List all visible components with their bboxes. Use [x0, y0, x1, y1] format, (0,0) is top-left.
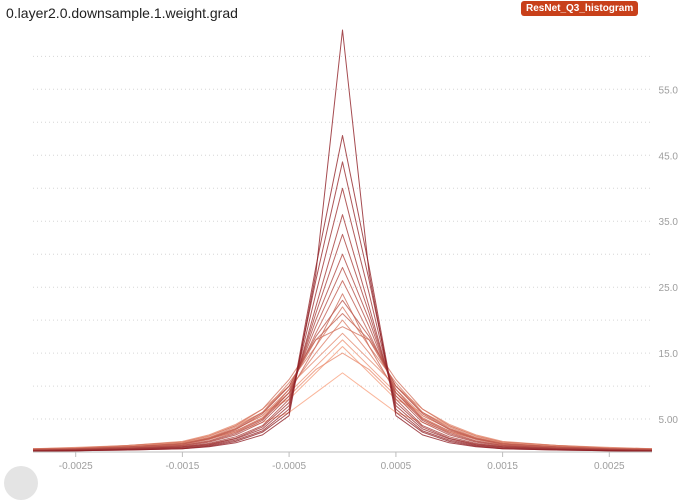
run-badge[interactable]: ResNet_Q3_histogram: [521, 1, 639, 16]
x-tick-label: 0.0015: [487, 461, 518, 472]
histogram-series-line[interactable]: [32, 299, 653, 450]
x-tick-label: -0.0005: [272, 461, 306, 472]
histogram-series-line[interactable]: [32, 352, 653, 451]
y-tick-label: 55.0: [659, 85, 679, 96]
expand-button[interactable]: [4, 466, 38, 500]
histogram-series-line[interactable]: [32, 346, 653, 450]
histogram-series-line[interactable]: [32, 280, 653, 451]
histogram-series-line[interactable]: [32, 332, 653, 450]
histogram-series-line[interactable]: [32, 214, 653, 452]
x-axis: -0.0025 -0.0015 -0.0005 0.0005 0.0015 0.0025: [33, 451, 652, 472]
card-title: 0.layer2.0.downsample.1.weight.grad: [6, 5, 238, 21]
histogram-chart[interactable]: -0.0025 -0.0015 -0.0005 0.0005 0.0015 0.0025 …: [0, 0, 694, 478]
x-tick-label: 0.0025: [594, 461, 625, 472]
histogram-series-line[interactable]: [32, 187, 653, 452]
histogram-series[interactable]: [32, 29, 653, 452]
histogram-series-line[interactable]: [32, 253, 653, 451]
y-tick-label: 15.0: [659, 349, 679, 360]
y-tick-label: 5.00: [659, 415, 679, 426]
x-tick-label: 0.0005: [381, 461, 412, 472]
x-tick-label: -0.0015: [165, 461, 199, 472]
histogram-series-line[interactable]: [32, 266, 653, 451]
histogram-series-line[interactable]: [32, 233, 653, 452]
histogram-series-line[interactable]: [33, 161, 652, 452]
y-axis-labels: 5.00 15.0 25.0 35.0 45.0 55.0: [659, 85, 679, 426]
histogram-series-line[interactable]: [32, 339, 653, 450]
histogram-series-line[interactable]: [32, 29, 653, 452]
y-tick-label: 45.0: [659, 151, 679, 162]
y-tick-label: 35.0: [659, 217, 679, 228]
histogram-series-line[interactable]: [32, 372, 653, 450]
histogram-series-line[interactable]: [32, 293, 653, 451]
histogram-series-line[interactable]: [32, 306, 653, 450]
histogram-series-line[interactable]: [32, 313, 653, 450]
histogram-series-line[interactable]: [32, 326, 653, 450]
x-tick-label: -0.0025: [59, 461, 93, 472]
y-tick-label: 25.0: [659, 283, 679, 294]
grid-lines: [33, 55, 652, 420]
